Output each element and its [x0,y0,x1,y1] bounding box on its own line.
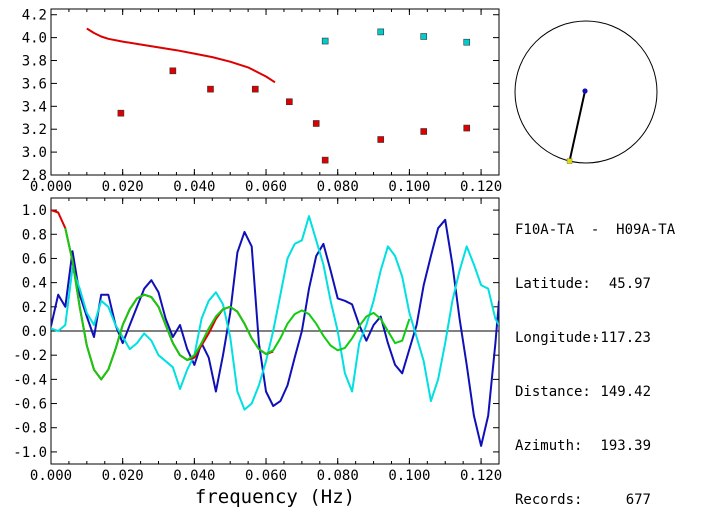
x-tick-label: 0.020 [102,468,144,484]
x-tick-label: 0.120 [460,179,502,195]
y-tick-label: 0.4 [22,276,47,292]
red-points-marker [207,85,214,93]
info-panel: F10A-TA - H09A-TA Latitude: 45.97 Longitu… [515,185,695,527]
target-marker [566,158,573,164]
red-points-marker [286,98,293,106]
azimuth-value: 193.39 [600,438,651,454]
path-line [568,90,586,162]
blue-series-line [51,218,499,447]
distance-label: Distance: [515,384,591,400]
y-tick-label: -0.8 [13,421,47,437]
x-tick-label: 0.040 [173,179,215,195]
pair-title: F10A-TA - H09A-TA [515,222,676,238]
y-tick-label: 4.2 [22,8,47,24]
plot-frame [50,8,500,176]
azimuth-label: Azimuth: [515,438,583,454]
red-points-marker [420,128,428,135]
longitude-label: Longitude: [515,330,600,346]
info-azimuth: Azimuth: 193.39 [515,437,695,455]
station-marker [582,88,588,94]
distance-value: 149.42 [600,384,651,400]
green-series-line [64,227,411,381]
x-tick-label: 0.000 [30,179,72,195]
y-tick-label: -0.6 [13,397,47,413]
x-tick-label: 0.060 [245,468,287,484]
red-points-marker [251,85,259,93]
info-title: F10A-TA - H09A-TA [515,221,695,239]
y-tick-label: 4.0 [22,31,47,47]
records-value: 677 [625,492,651,508]
red-points-marker [463,124,471,132]
latitude-value: 45.97 [608,276,651,292]
y-tick-label: -0.4 [13,372,47,388]
longitude-value: -117.23 [591,330,651,346]
red-points-marker [169,67,177,75]
bottom-line-plot: 0.000 0.020 0.040 0.060 0.080 0.100 0.120 1.0 0.… [13,197,502,508]
y-tick-label: 0.8 [22,227,47,243]
latitude-label: Latitude: [515,276,591,292]
y-tick-label: -0.2 [13,348,47,364]
info-longitude: Longitude: -117.23 [515,329,695,347]
red-points-marker [312,120,320,127]
cyan-points-marker [463,38,471,46]
y-tick-label: 1.0 [22,203,47,219]
records-label: Records: [515,492,583,508]
cyan-series-line [51,215,499,411]
y-tick-label: 3.8 [22,54,47,70]
x-tick-label: 0.080 [317,468,359,484]
map-circle [514,20,658,164]
x-tick-label: 0.040 [173,468,215,484]
cyan-points-marker [377,28,385,36]
red-points-marker [377,136,385,143]
cyan-points-marker [420,33,428,40]
y-tick-label: 2.8 [22,168,47,184]
y-tick-label: 0.0 [22,324,47,340]
x-tick-label: 0.100 [388,179,430,195]
red-series-line [51,209,274,381]
y-tick-label: 0.6 [22,251,47,267]
y-tick-label: -1.0 [13,445,47,461]
x-tick-label: 0.100 [388,468,430,484]
info-latitude: Latitude: 45.97 [515,275,695,293]
location-map [514,20,658,164]
x-tick-label: 0.120 [460,468,502,484]
red-points-marker [321,156,329,164]
info-records: Records: 677 [515,491,695,509]
top-scatter-plot: 0.000 0.020 0.040 0.060 0.080 0.100 0.120 2.8 3.… [22,8,502,195]
info-distance: Distance: 149.42 [515,383,695,401]
red-curve-series-line [86,27,276,84]
y-tick-label: 3.0 [22,145,47,161]
y-tick-label: 3.4 [22,99,47,115]
cyan-points-marker [321,37,329,45]
y-tick-label: 3.2 [22,122,47,138]
y-tick-label: 3.6 [22,76,47,92]
x-tick-label: 0.060 [245,179,287,195]
y-tick-label: 0.2 [22,300,47,316]
x-tick-label: 0.020 [102,179,144,195]
red-points-marker [117,109,125,117]
x-tick-label: 0.080 [317,179,359,195]
x-axis-label: frequency (Hz) [195,486,355,508]
x-tick-label: 0.000 [30,468,72,484]
